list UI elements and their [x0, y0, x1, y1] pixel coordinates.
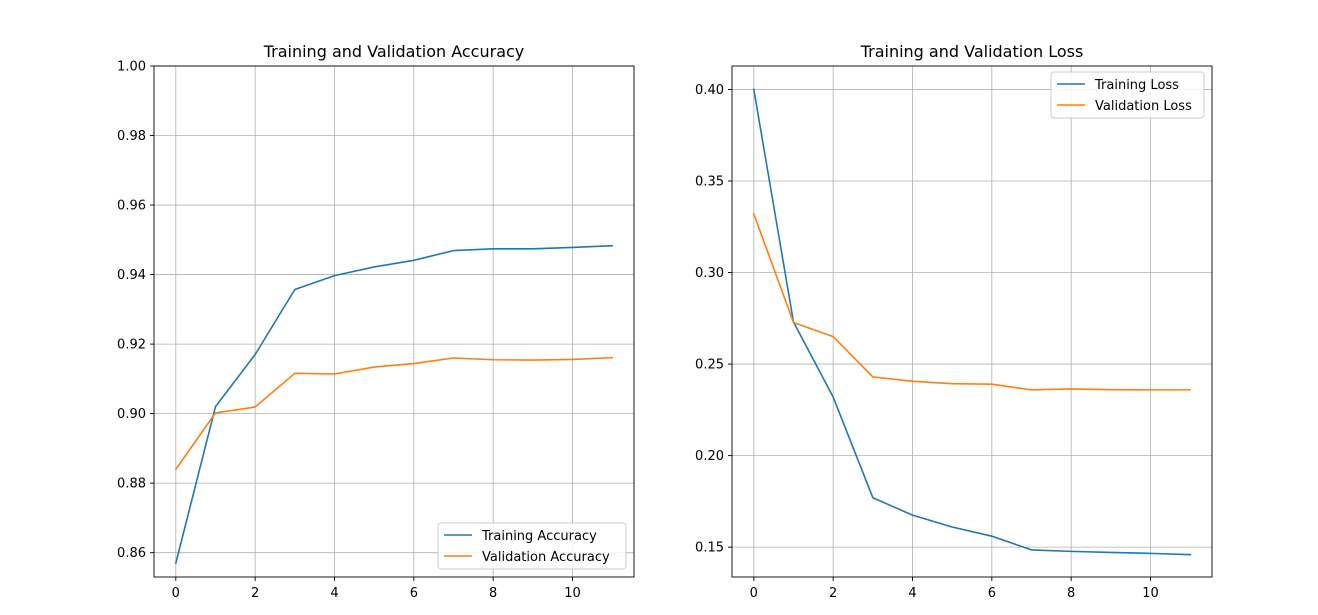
- chart-1-xtick-label-4: 8: [489, 586, 497, 601]
- chart-2-ytick-label-0: 0.15: [695, 541, 724, 556]
- chart-2-ytick-label-4: 0.35: [695, 174, 724, 189]
- chart-2-legend-frame: [1050, 71, 1205, 119]
- chart-1-xtick-label-2: 4: [330, 586, 338, 601]
- chart-2-xtick-label-4: 8: [1067, 586, 1075, 601]
- chart-1-ytick-label-7: 1.00: [117, 60, 146, 75]
- chart-1-ytick-label-1: 0.88: [117, 477, 146, 492]
- chart-1-ytick-label-3: 0.92: [117, 338, 146, 353]
- chart-2-ytick-label-2: 0.25: [695, 358, 724, 373]
- chart-1-axes-frame: [153, 65, 635, 578]
- chart-1-title: Training and Validation Accuracy: [263, 42, 525, 61]
- chart-2-axes-frame: [731, 65, 1213, 578]
- chart-2-ytick-label-5: 0.40: [695, 83, 724, 98]
- chart-1-ytick-label-2: 0.90: [117, 407, 146, 422]
- chart-2-legend-label-1: Training Loss: [1094, 78, 1179, 93]
- chart-1-series-2-line: [174, 356, 614, 471]
- chart-2-xtick-label-3: 6: [988, 586, 996, 601]
- chart-2-xtick-label-0: 0: [750, 586, 758, 601]
- chart-1-xtick-label-3: 6: [410, 586, 418, 601]
- chart-2-xtick-label-1: 2: [829, 586, 837, 601]
- chart-1-series-1-line: [174, 244, 614, 565]
- chart-1-xtick-label-1: 2: [251, 586, 259, 601]
- chart-2-ytick-label-1: 0.20: [695, 449, 724, 464]
- chart-1-xtick-label-5: 10: [564, 586, 581, 601]
- chart-1-ytick-label-4: 0.94: [117, 268, 146, 283]
- chart-1-ytick-label-0: 0.86: [117, 546, 146, 561]
- chart-1-ytick-label-6: 0.98: [117, 129, 146, 144]
- chart-2-xtick-label-5: 10: [1142, 586, 1159, 601]
- chart-2-series-2-line: [752, 212, 1191, 391]
- chart-1-legend-label-2: Validation Accuracy: [482, 550, 610, 565]
- chart-2-xtick-label-2: 4: [908, 586, 916, 601]
- chart-2-series-1-line: [752, 88, 1192, 556]
- chart-1-legend-label-1: Training Accuracy: [481, 529, 597, 544]
- chart-1-ytick-label-5: 0.96: [117, 199, 146, 214]
- chart-1-legend-frame: [437, 522, 627, 570]
- chart-1-xtick-label-0: 0: [172, 586, 180, 601]
- chart-1-legend: Training Accuracy Validation Accuracy: [437, 522, 627, 570]
- chart-2-legend-label-2: Validation Loss: [1095, 99, 1192, 114]
- chart-2-legend: Training Loss Validation Loss: [1050, 71, 1205, 119]
- chart-1: 0 2 4 6 8 10 0.86 0.88 0.90 0.92 0.94 0.96 0.98 1.00 T…: [117, 42, 635, 601]
- chart-2: 0 2 4 6 8 10 0.15 0.20 0.25 0.30 0.35 0.40 Training …: [695, 42, 1213, 601]
- chart-2-ytick-label-3: 0.30: [695, 266, 724, 281]
- chart-2-title: Training and Validation Loss: [860, 42, 1084, 61]
